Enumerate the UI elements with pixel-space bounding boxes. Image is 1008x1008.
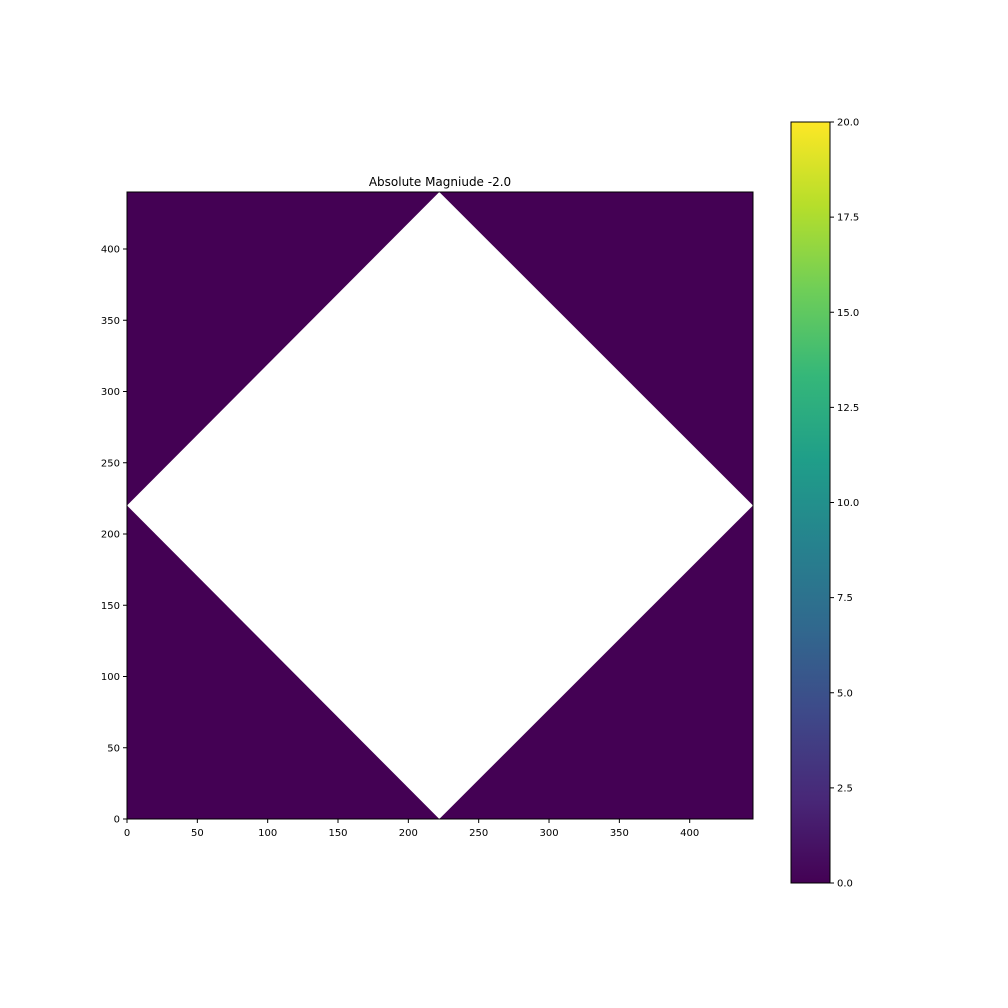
y-tick-label: 150 [101, 601, 120, 612]
colorbar-tick-label: 12.5 [837, 403, 859, 414]
x-axis: 0 50 100 150 200 250 300 350 400 [124, 819, 699, 839]
x-tick-label: 50 [191, 828, 204, 839]
colorbar-tick-label: 15.0 [837, 308, 859, 319]
colorbar-tick-label: 17.5 [837, 213, 859, 224]
colorbar-tick-label: 2.5 [837, 783, 853, 794]
x-tick-label: 400 [680, 828, 699, 839]
x-tick-label: 100 [258, 828, 277, 839]
colorbar-tick-label: 10.0 [837, 498, 859, 509]
x-tick-label: 200 [399, 828, 418, 839]
y-tick-label: 400 [101, 245, 120, 256]
y-tick-label: 350 [101, 316, 120, 327]
x-tick-label: 350 [610, 828, 629, 839]
masked-diamond-region [127, 192, 753, 819]
colorbar-gradient [791, 122, 830, 883]
x-tick-label: 250 [469, 828, 488, 839]
y-tick-label: 250 [101, 458, 120, 469]
x-tick-label: 150 [328, 828, 347, 839]
y-tick-label: 50 [107, 743, 120, 754]
chart-title: Absolute Magniude -2.0 [369, 175, 511, 189]
y-axis: 0 50 100 150 200 250 300 350 400 [101, 245, 127, 826]
y-tick-label: 300 [101, 387, 120, 398]
x-tick-label: 0 [124, 828, 130, 839]
y-tick-label: 100 [101, 672, 120, 683]
plot-frame [126, 191, 754, 820]
colorbar-tick-label: 5.0 [837, 688, 853, 699]
colorbar-tick-label: 20.0 [837, 118, 859, 129]
plot-area [126, 191, 754, 820]
colorbar-tick-label: 7.5 [837, 593, 853, 604]
x-tick-label: 300 [539, 828, 558, 839]
colorbar-axis: 0.0 2.5 5.0 7.5 10.0 12.5 15.0 17.5 20.0 [830, 118, 859, 890]
colorbar: 0.0 2.5 5.0 7.5 10.0 12.5 15.0 17.5 20.0 [790, 118, 859, 890]
colorbar-tick-label: 0.0 [837, 879, 853, 890]
y-tick-label: 0 [114, 815, 120, 826]
y-tick-label: 200 [101, 530, 120, 541]
